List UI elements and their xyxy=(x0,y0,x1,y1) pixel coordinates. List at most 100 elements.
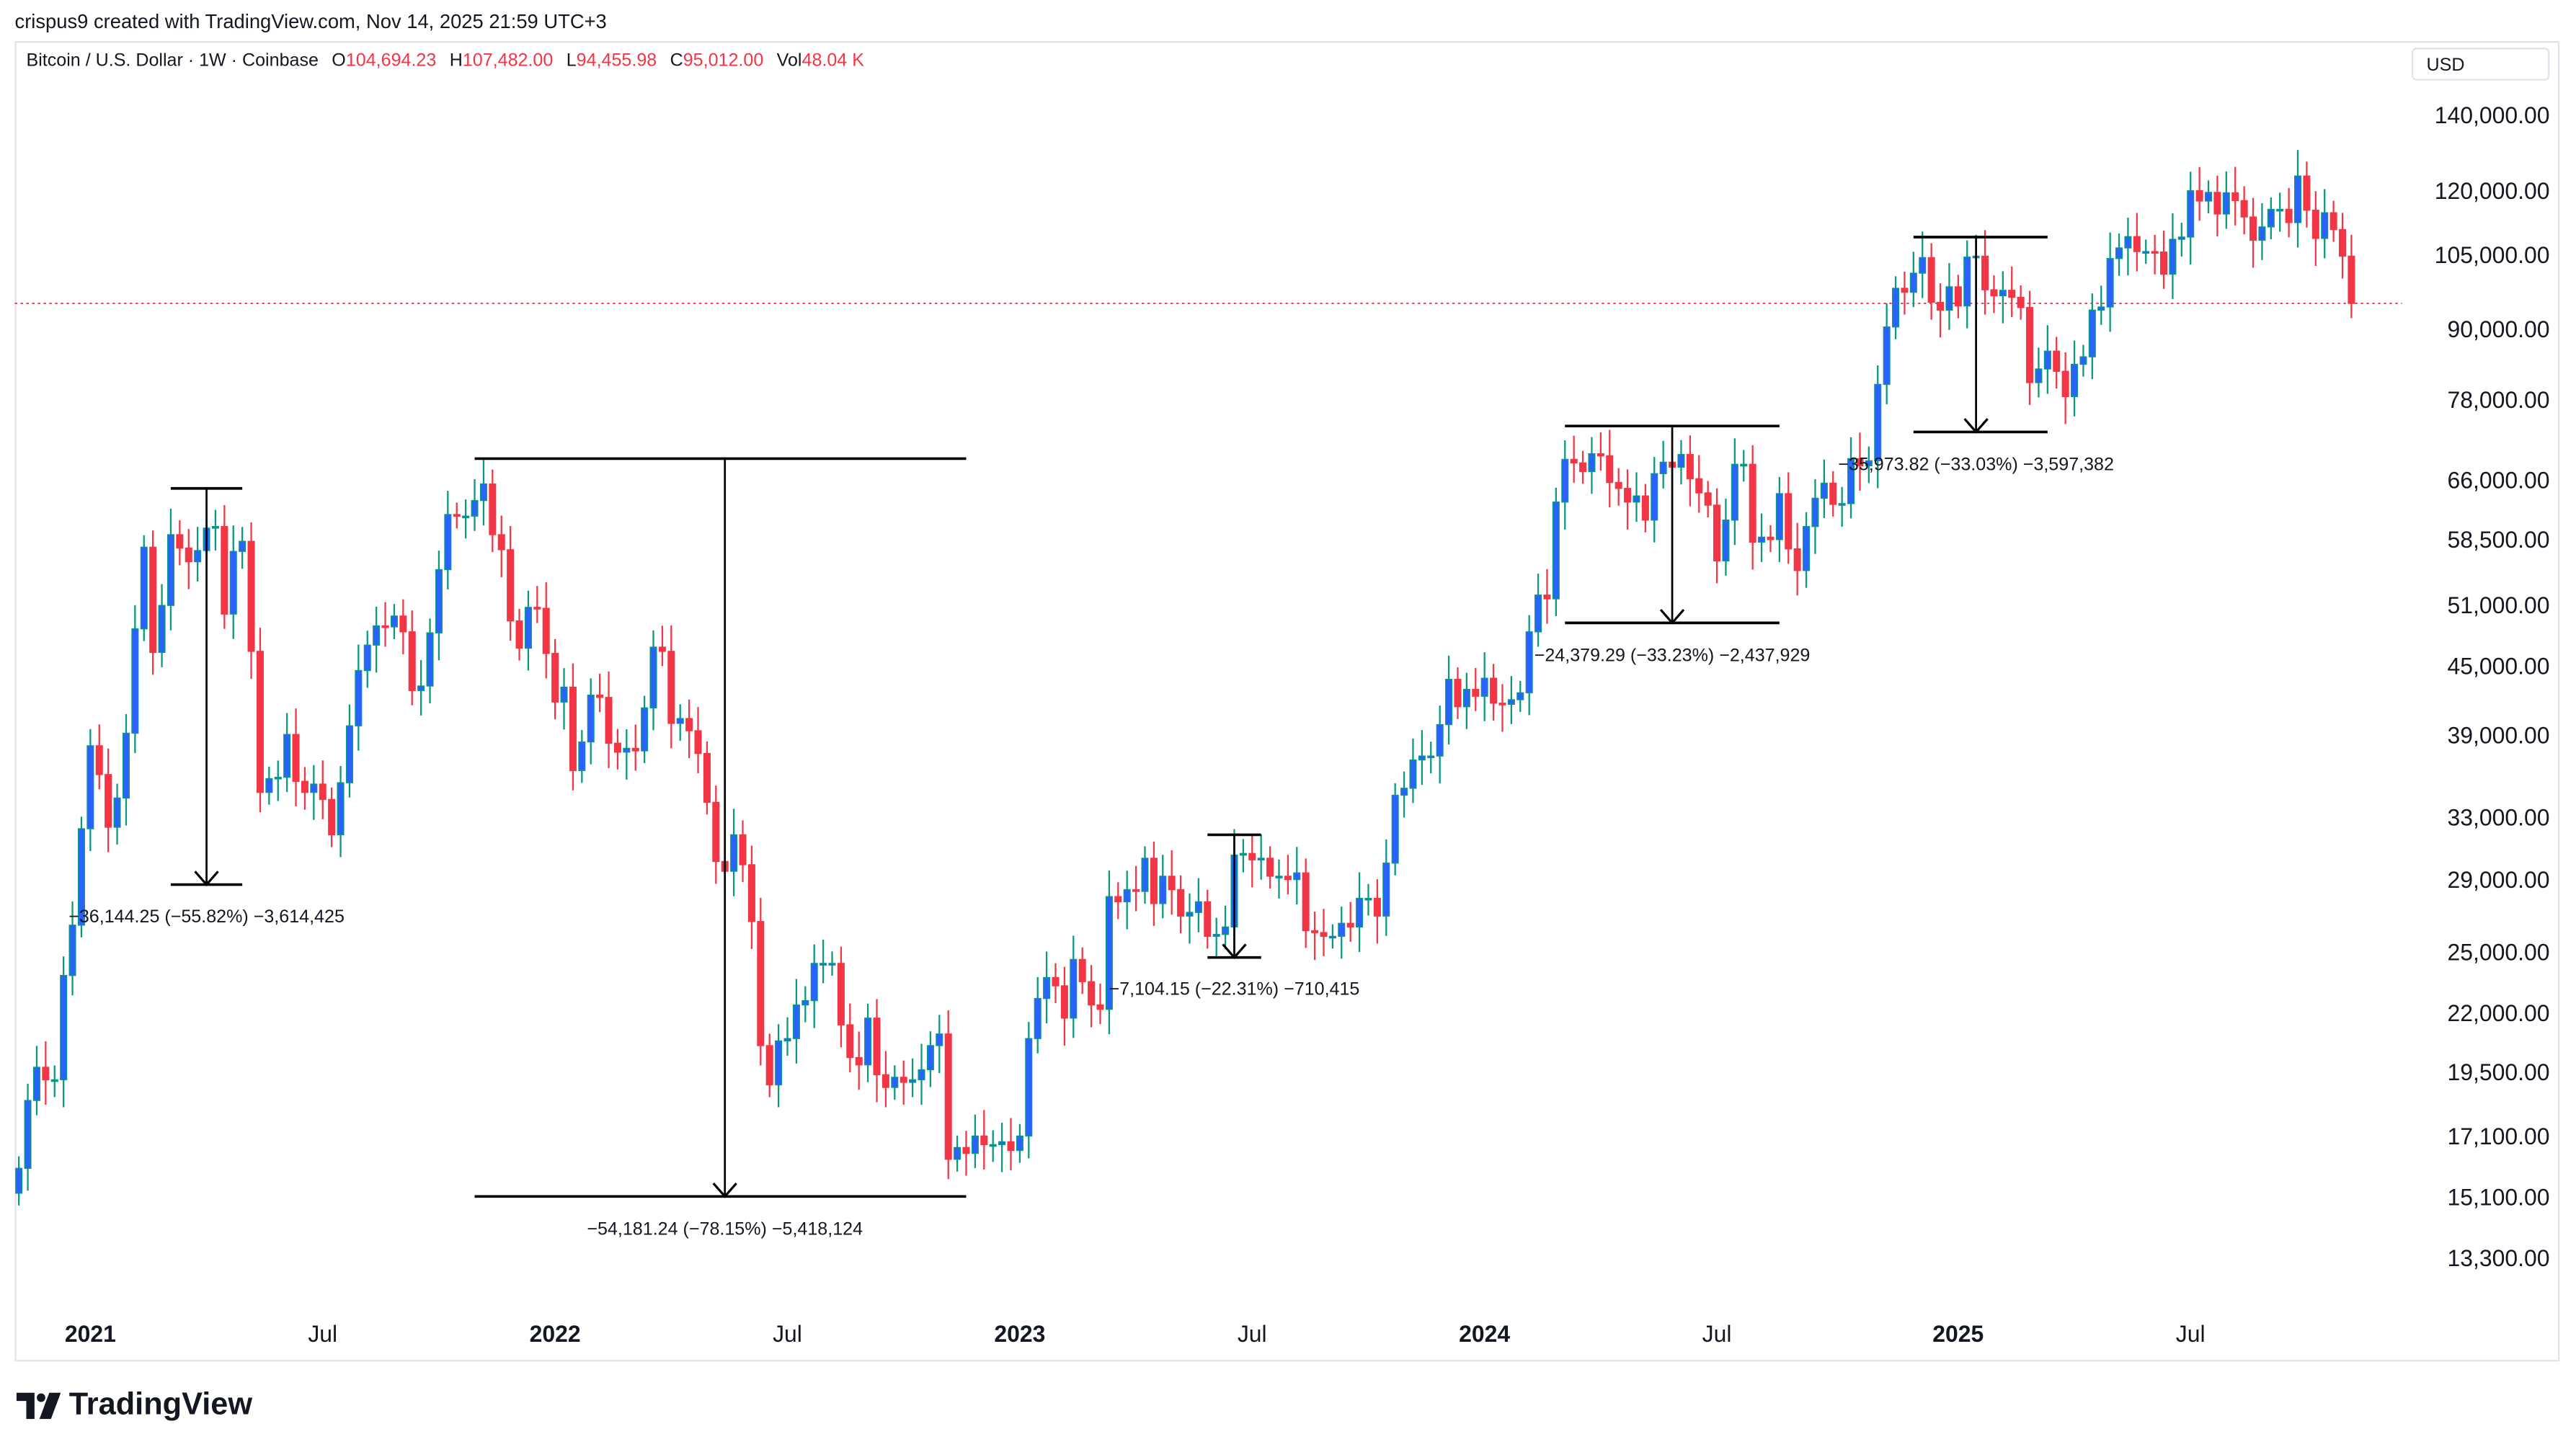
candle-body xyxy=(1731,463,1738,521)
candle xyxy=(2106,232,2114,332)
symbol-label[interactable]: Bitcoin / U.S. Dollar · 1W · Coinbase xyxy=(26,50,319,71)
candle-body xyxy=(2106,258,2114,308)
candle xyxy=(1919,231,1927,298)
candle-body xyxy=(1159,876,1167,904)
y-tick-label: 78,000.00 xyxy=(2447,386,2550,413)
candle xyxy=(1722,499,1730,576)
candle-body xyxy=(1561,458,1569,503)
candle-body xyxy=(864,1018,872,1066)
candle-body xyxy=(444,514,452,571)
candle xyxy=(631,724,639,771)
candle-body xyxy=(489,483,497,535)
candle xyxy=(390,604,398,639)
candle-body xyxy=(1400,788,1408,796)
candle xyxy=(542,582,550,679)
x-tick-label: Jul xyxy=(1237,1320,1267,1347)
candle-body xyxy=(2169,239,2177,275)
candle-body xyxy=(2205,192,2213,202)
candle-body xyxy=(462,515,470,519)
candle xyxy=(801,986,809,1023)
candle-body xyxy=(1088,981,1096,1006)
candle-body xyxy=(828,963,836,966)
tradingview-logo-icon xyxy=(16,1392,61,1420)
candle-body xyxy=(2222,192,2230,215)
candle-body xyxy=(1954,286,1962,307)
candle xyxy=(86,729,94,852)
x-tick-label: Jul xyxy=(2175,1320,2206,1347)
candle-body xyxy=(998,1141,1006,1146)
candle xyxy=(918,1043,925,1105)
candle-body xyxy=(1927,257,1935,303)
candle xyxy=(2267,197,2275,239)
candle xyxy=(1901,271,1909,315)
candle xyxy=(1150,841,1158,926)
candle-body xyxy=(166,534,174,606)
candle-body xyxy=(1740,463,1748,467)
candle xyxy=(444,491,452,590)
candle-body xyxy=(1713,504,1721,562)
candle xyxy=(1525,615,1533,716)
candle xyxy=(274,760,282,801)
candle-body xyxy=(1704,492,1712,506)
candle-body xyxy=(2151,251,2159,254)
candle-body xyxy=(1212,934,1220,938)
candle xyxy=(1275,859,1283,899)
candle-body xyxy=(2079,356,2087,365)
x-tick-label: 2023 xyxy=(994,1320,1046,1347)
candle-body xyxy=(1722,520,1730,562)
currency-selector[interactable]: USD xyxy=(2412,48,2550,81)
candle xyxy=(32,1046,40,1116)
candle xyxy=(283,713,291,793)
candle xyxy=(471,478,479,531)
candle-body xyxy=(2258,226,2266,241)
candle-body xyxy=(1427,755,1435,759)
candle-body xyxy=(1275,876,1283,878)
candle xyxy=(345,704,353,798)
candle xyxy=(1731,438,1738,546)
candle xyxy=(828,951,836,976)
candle-body xyxy=(2043,350,2051,370)
candle-body xyxy=(1633,495,1640,503)
candle xyxy=(1498,684,1506,732)
candle-body xyxy=(1865,460,1873,466)
candle xyxy=(1651,457,1658,543)
measure-arrow-icon xyxy=(1659,609,1685,625)
measure-label: −24,379.29 (−33.23%) −2,437,929 xyxy=(1534,646,1811,666)
candle-body xyxy=(1070,958,1078,1019)
candle xyxy=(747,845,755,949)
candle xyxy=(292,708,300,806)
candle xyxy=(310,765,318,820)
candle-body xyxy=(587,694,595,743)
candle-body xyxy=(1999,290,2007,297)
candle xyxy=(131,605,139,753)
candle-body xyxy=(1382,863,1390,917)
candle-body xyxy=(569,686,577,771)
tradingview-logo[interactable]: TradingView xyxy=(16,1388,252,1424)
candle-body xyxy=(131,628,139,734)
candle xyxy=(2008,266,2016,318)
candle xyxy=(2053,337,2061,389)
candle-body xyxy=(1239,852,1247,856)
candle-body xyxy=(497,534,505,551)
measure-arrow-icon xyxy=(1963,418,1989,434)
candle-body xyxy=(2097,306,2105,311)
candle xyxy=(1999,271,2007,324)
candle xyxy=(1436,705,1444,784)
candle-body xyxy=(703,752,711,803)
candle-body xyxy=(1034,997,1041,1039)
candle-body xyxy=(122,732,130,799)
candle xyxy=(60,956,68,1108)
candle-body xyxy=(2321,212,2329,239)
measure-label: −36,144.25 (−55.82%) −3,614,425 xyxy=(68,907,345,927)
candle-body xyxy=(1838,503,1846,506)
candle-body xyxy=(149,546,157,653)
candle-body xyxy=(408,631,416,691)
candle-body xyxy=(435,569,443,633)
y-tick-label: 51,000.00 xyxy=(2447,592,2550,619)
candle-body xyxy=(1194,901,1202,913)
candle xyxy=(363,631,371,688)
candle-body xyxy=(2249,216,2257,241)
candle-body xyxy=(909,1079,917,1083)
candle-body xyxy=(1328,935,1336,939)
